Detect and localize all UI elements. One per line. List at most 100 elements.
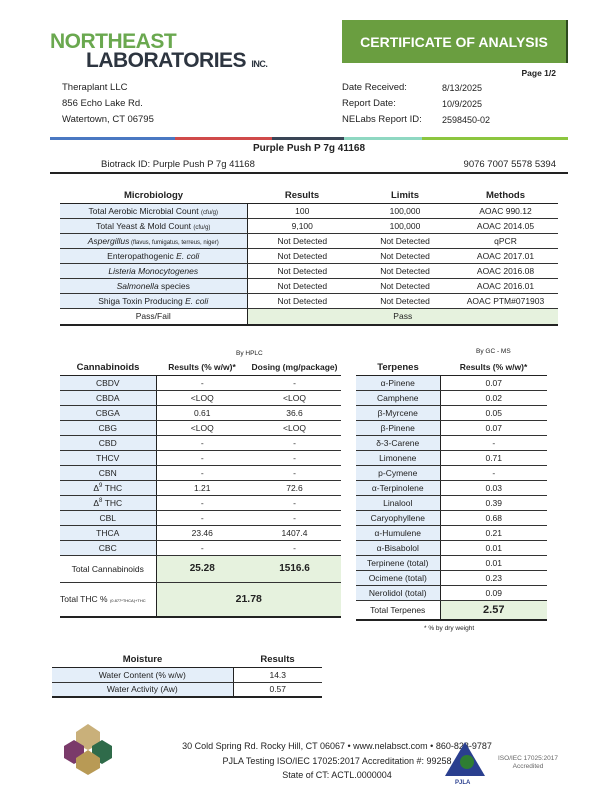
- cannabinoid-name: CBL: [60, 510, 157, 526]
- cannabinoid-name: Δ9 THC: [60, 480, 157, 496]
- logo-northeast: NORTHEAST: [50, 30, 177, 53]
- dosing: 36.6: [248, 405, 341, 421]
- dosing: -: [248, 450, 341, 466]
- limit: Not Detected: [357, 233, 453, 249]
- table-row: Aspergillus (flavus, fumigatus, terreus,…: [60, 233, 558, 249]
- result: -: [156, 540, 248, 556]
- dosing: -: [248, 495, 341, 511]
- terpene-result: 0.07: [440, 420, 547, 436]
- table-row: CBG <LOQ <LOQ: [60, 420, 341, 436]
- table-row: Shiga Toxin Producing E. coli Not Detecte…: [60, 293, 558, 309]
- name-part: Listeria Monocytogenes: [108, 265, 199, 276]
- table-row: Enteropathogenic E. coli Not Detected Not …: [60, 248, 558, 264]
- name-part: CBD: [98, 437, 117, 448]
- result: -: [156, 465, 248, 481]
- moisture-result: 0.57: [233, 682, 322, 698]
- terpene-result: 0.02: [440, 390, 547, 406]
- result: 1.21: [156, 480, 248, 496]
- cannabinoid-name: CBD: [60, 435, 157, 451]
- total-cannabinoids-dosing: 1516.6: [248, 555, 341, 583]
- terpene-name: α-Humulene: [356, 525, 441, 541]
- table-row: Total THC % (0.877*THCA)+THC 21.78: [60, 582, 341, 618]
- pjla-logo-icon: PJLA: [445, 742, 485, 786]
- limit: Not Detected: [357, 248, 453, 264]
- terpene-name: Linalool: [356, 495, 441, 511]
- result: 9,100: [247, 218, 357, 234]
- result: -: [156, 495, 248, 511]
- result: <LOQ: [156, 420, 248, 436]
- table-row: CBDA <LOQ <LOQ: [60, 390, 341, 406]
- name-part: Enteropathogenic: [107, 250, 177, 261]
- col-header: Results: [233, 652, 322, 668]
- dosing: 1407.4: [248, 525, 341, 541]
- result: 23.46: [156, 525, 248, 541]
- dry-weight-footnote: * % by dry weight: [424, 625, 475, 632]
- client-city: Watertown, CT 06795: [62, 114, 154, 125]
- date-received-value: 8/13/2025: [442, 83, 483, 93]
- terpene-name: β-Myrcene: [356, 405, 441, 421]
- name-part: CBDV: [95, 377, 120, 388]
- moisture-test: Water Content (% w/w): [52, 667, 234, 683]
- name-part: CBL: [99, 512, 117, 523]
- table-row: α-Humulene 0.21: [356, 525, 547, 541]
- result: <LOQ: [156, 390, 248, 406]
- table-row: α-Terpinolene 0.03: [356, 480, 547, 496]
- color-bar-segment: [50, 137, 175, 140]
- total-cannabinoids-label: Total Cannabinoids: [60, 555, 157, 583]
- dosing: -: [248, 510, 341, 526]
- table-row: Salmonella species Not Detected Not Detect…: [60, 278, 558, 294]
- terpene-name: Caryophyllene: [356, 510, 441, 526]
- total-thc-value: 21.78: [156, 582, 341, 618]
- col-header: Microbiology: [60, 188, 247, 204]
- dosing: -: [248, 465, 341, 481]
- limit: 100,000: [357, 203, 453, 219]
- report-date-label: Report Date:: [342, 98, 396, 109]
- dosing: 72.6: [248, 480, 341, 496]
- name-part: E. coli: [176, 250, 200, 261]
- name-part: Δ: [93, 497, 99, 508]
- color-bar-segment: [175, 137, 272, 140]
- name-part: CBGA: [95, 407, 120, 418]
- footer-accreditation: PJLA Testing ISO/IEC 17025:2017 Accredit…: [222, 755, 452, 766]
- cannabinoid-name: THCV: [60, 450, 157, 466]
- name-part: (cfu/g): [193, 224, 211, 231]
- table-row: Δ9 THC 1.21 72.6: [60, 480, 341, 496]
- cannabinoid-name: CBC: [60, 540, 157, 556]
- footer: 30 Cold Spring Rd. Rocky Hill, CT 06067 …: [90, 739, 584, 783]
- cannabinoid-name: CBGA: [60, 405, 157, 421]
- table-row: Total Yeast & Mold Count (cfu/g) 9,100 100…: [60, 218, 558, 234]
- result: -: [156, 450, 248, 466]
- name-part: 9: [99, 482, 103, 489]
- dosing: <LOQ: [248, 420, 341, 436]
- terpene-result: 0.03: [440, 480, 547, 496]
- terpene-result: -: [440, 435, 547, 451]
- result: Not Detected: [247, 293, 357, 309]
- result: -: [156, 510, 248, 526]
- terpene-name: α-Pinene: [356, 375, 441, 391]
- report-date-value: 10/9/2025: [442, 99, 483, 109]
- name-part: THC: [102, 497, 123, 508]
- moisture-result: 14.3: [233, 667, 322, 683]
- terpene-result: -: [440, 465, 547, 481]
- moisture-test: Water Activity (Aw): [52, 682, 234, 698]
- col-header: Cannabinoids: [60, 360, 156, 376]
- dosing: -: [248, 540, 341, 556]
- table-row: α-Bisabolol 0.01: [356, 540, 547, 556]
- method: AOAC 2017.01: [453, 248, 558, 264]
- method: AOAC 990.12: [453, 203, 558, 219]
- limit: Not Detected: [357, 293, 453, 309]
- biotrack-number: 9076 7007 5578 5394: [463, 159, 556, 170]
- table-row: Listeria Monocytogenes Not Detected Not De…: [60, 263, 558, 279]
- test-name: Shiga Toxin Producing E. coli: [60, 293, 248, 309]
- name-part: CBC: [98, 542, 117, 553]
- dosing: -: [248, 435, 341, 451]
- name-part: CBN: [98, 467, 117, 478]
- certificate-banner: CERTIFICATE OF ANALYSIS: [342, 20, 568, 63]
- name-part: (flavus, fumigatus, terreus, niger): [129, 239, 219, 246]
- name-part: Total Yeast & Mold Count: [96, 220, 194, 231]
- pass-fail-value: Pass: [247, 308, 558, 326]
- test-name: Aspergillus (flavus, fumigatus, terreus,…: [60, 233, 248, 249]
- report-id-value: 2598450-02: [442, 115, 491, 125]
- color-bar-segment: [272, 137, 344, 140]
- terpene-name: Nerolidol (total): [356, 585, 441, 601]
